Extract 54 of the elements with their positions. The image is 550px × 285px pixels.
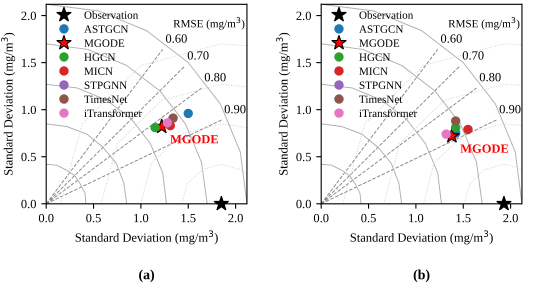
y-tick-label: 2.0 xyxy=(21,12,36,20)
y-tick-label: 1.5 xyxy=(22,58,36,68)
annotation: 0.80 xyxy=(204,72,226,82)
y-tick-label: 0.5 xyxy=(21,152,36,162)
annotation: 0.90 xyxy=(500,104,521,114)
annotation: 0.80 xyxy=(480,72,501,82)
x-axis-title: Standard Deviation (mg/m$^{3}$) xyxy=(350,230,493,244)
annotation: 0.90 xyxy=(224,104,246,114)
x-tick-label: 2.0 xyxy=(503,214,518,222)
legend-label: Observation xyxy=(359,11,414,19)
annotation: 0.60 xyxy=(166,34,187,43)
x-tick-label: 0.5 xyxy=(361,214,376,222)
x-tick-label: 0.0 xyxy=(38,214,54,222)
legend-label: iTransformer xyxy=(84,109,142,118)
x-tick-label: 1.0 xyxy=(134,214,148,222)
y-axis-title: Standard Deviation (mg/m$^{3}$) xyxy=(276,32,290,175)
y-tick-label: 0.0 xyxy=(296,200,311,208)
legend-label: HGCN xyxy=(84,53,116,61)
x-tick-label: 0.5 xyxy=(86,214,101,222)
legend-label: ASTGCN xyxy=(84,25,128,33)
legend-label: ASTGCN xyxy=(359,25,404,33)
y-tick-label: 1.0 xyxy=(296,106,311,114)
y-tick-label: 0.0 xyxy=(21,200,36,208)
legend-label: MGODE xyxy=(359,39,400,47)
text: (a) xyxy=(139,270,154,282)
y-tick-label: 1.5 xyxy=(296,58,311,68)
legend-label: TimesNet xyxy=(359,96,402,104)
annotation: 0.70 xyxy=(462,51,484,60)
legend-label: Observation xyxy=(84,11,138,19)
x-tick-label: 0.0 xyxy=(314,214,329,222)
y-axis-title: Standard Deviation (mg/m$^{3}$) xyxy=(1,32,16,175)
annotation: MGODE xyxy=(170,135,218,144)
legend-label: MGODE xyxy=(84,39,124,47)
x-tick-label: 2.0 xyxy=(228,214,243,222)
y-tick-label: 2.0 xyxy=(296,12,311,20)
x-axis-title: Standard Deviation (mg/m$^{3}$) xyxy=(76,230,218,244)
y-tick-label: 1.0 xyxy=(22,106,36,114)
legend-label: TimesNet xyxy=(84,96,128,104)
text: (b) xyxy=(414,270,430,282)
legend-label: MICN xyxy=(84,67,113,75)
legend-label: MICN xyxy=(359,67,388,75)
y-tick-label: 0.5 xyxy=(296,152,311,162)
x-tick-label: 1.5 xyxy=(456,214,471,222)
x-tick-label: 1.5 xyxy=(182,214,196,222)
annotation: MGODE xyxy=(460,144,508,153)
x-tick-label: 1.0 xyxy=(409,214,424,222)
annotation: 0.70 xyxy=(188,51,209,60)
annotation: RMSE (mg/m$^{3}$) xyxy=(173,17,244,30)
legend-label: HGCN xyxy=(359,53,390,61)
legend-label: STPGNN xyxy=(84,82,127,89)
annotation: RMSE (mg/m$^{3}$) xyxy=(448,17,520,30)
annotation: 0.60 xyxy=(440,34,462,43)
legend-label: iTransformer xyxy=(359,109,418,118)
legend-label: STPGNN xyxy=(360,82,402,89)
